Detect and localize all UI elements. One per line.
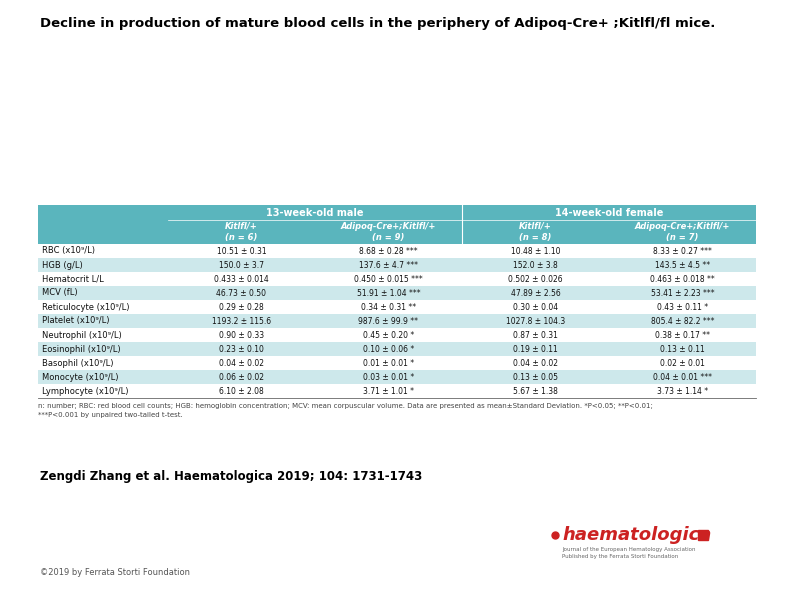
Bar [38,205,756,220]
Text: Monocyte (x10⁹/L): Monocyte (x10⁹/L) [42,372,118,381]
Text: Basophil (x10⁹/L): Basophil (x10⁹/L) [42,359,114,368]
Text: 0.29 ± 0.28: 0.29 ± 0.28 [219,302,264,312]
Text: MCV (fL): MCV (fL) [42,289,78,298]
Text: 10.51 ± 0.31: 10.51 ± 0.31 [217,246,266,255]
Text: n: number; RBC: red blood cell counts; HGB: hemoglobin concentration; MCV: mean : n: number; RBC: red blood cell counts; H… [38,403,653,418]
Text: 3.73 ± 1.14 *: 3.73 ± 1.14 * [657,387,708,396]
Text: 51.91 ± 1.04 ***: 51.91 ± 1.04 *** [357,289,420,298]
Text: 0.433 ± 0.014: 0.433 ± 0.014 [214,274,269,283]
Text: Adipoq-Cre+;Kitlfl/+
(n = 9): Adipoq-Cre+;Kitlfl/+ (n = 9) [341,222,436,242]
Text: 143.5 ± 4.5 **: 143.5 ± 4.5 ** [655,261,710,270]
Bar [38,314,756,328]
Text: 150.0 ± 3.7: 150.0 ± 3.7 [219,261,264,270]
Bar [38,356,756,370]
Text: 805.4 ± 82.2 ***: 805.4 ± 82.2 *** [651,317,715,325]
Bar [38,328,756,342]
Text: 1027.8 ± 104.3: 1027.8 ± 104.3 [506,317,565,325]
Text: 6.10 ± 2.08: 6.10 ± 2.08 [219,387,264,396]
Text: 3.71 ± 1.01 *: 3.71 ± 1.01 * [363,387,414,396]
Text: 8.68 ± 0.28 ***: 8.68 ± 0.28 *** [359,246,418,255]
Text: 0.04 ± 0.01 ***: 0.04 ± 0.01 *** [653,372,712,381]
Text: 0.450 ± 0.015 ***: 0.450 ± 0.015 *** [354,274,423,283]
Text: 0.23 ± 0.10: 0.23 ± 0.10 [219,345,264,353]
Text: ©2019 by Ferrata Storti Foundation: ©2019 by Ferrata Storti Foundation [40,568,190,577]
Text: 14-week-old female: 14-week-old female [555,208,663,218]
Text: 0.01 ± 0.01 *: 0.01 ± 0.01 * [363,359,414,368]
Text: 8.33 ± 0.27 ***: 8.33 ± 0.27 *** [653,246,712,255]
Text: Neutrophil (x10⁹/L): Neutrophil (x10⁹/L) [42,330,121,340]
Text: 0.45 ± 0.20 *: 0.45 ± 0.20 * [363,330,414,340]
Text: RBC (x10⁹/L): RBC (x10⁹/L) [42,246,95,255]
Text: 987.6 ± 99.9 **: 987.6 ± 99.9 ** [359,317,418,325]
Text: 0.13 ± 0.11: 0.13 ± 0.11 [660,345,705,353]
Text: 0.02 ± 0.01: 0.02 ± 0.01 [660,359,705,368]
Text: 0.03 ± 0.01 *: 0.03 ± 0.01 * [363,372,414,381]
Text: 0.10 ± 0.06 *: 0.10 ± 0.06 * [363,345,414,353]
Text: 0.43 ± 0.11 *: 0.43 ± 0.11 * [657,302,708,312]
Text: 137.6 ± 4.7 ***: 137.6 ± 4.7 *** [359,261,418,270]
Text: Kitlfl/+
(n = 8): Kitlfl/+ (n = 8) [519,222,552,242]
Text: 10.48 ± 1.10: 10.48 ± 1.10 [511,246,561,255]
Text: 13-week-old male: 13-week-old male [266,208,364,218]
Text: Lymphocyte (x10⁹/L): Lymphocyte (x10⁹/L) [42,387,129,396]
Bar [38,220,756,244]
Text: 46.73 ± 0.50: 46.73 ± 0.50 [217,289,267,298]
Bar [38,370,756,384]
Text: Platelet (x10⁹/L): Platelet (x10⁹/L) [42,317,110,325]
Text: Eosinophil (x10⁹/L): Eosinophil (x10⁹/L) [42,345,121,353]
Text: 0.502 ± 0.026: 0.502 ± 0.026 [508,274,563,283]
Text: 47.89 ± 2.56: 47.89 ± 2.56 [511,289,561,298]
Bar [38,342,756,356]
Text: Decline in production of mature blood cells in the periphery of Adipoq-Cre+ ;Kit: Decline in production of mature blood ce… [40,17,715,30]
Bar [38,258,756,272]
Text: Hematocrit L/L: Hematocrit L/L [42,274,104,283]
Text: 1193.2 ± 115.6: 1193.2 ± 115.6 [212,317,271,325]
Text: 0.90 ± 0.33: 0.90 ± 0.33 [219,330,264,340]
Text: 0.04 ± 0.02: 0.04 ± 0.02 [513,359,558,368]
Text: Kitlfl/+
(n = 6): Kitlfl/+ (n = 6) [225,222,258,242]
Text: 0.30 ± 0.04: 0.30 ± 0.04 [513,302,558,312]
Bar [38,244,756,258]
Bar [38,286,756,300]
Bar [38,384,756,398]
Text: 152.0 ± 3.8: 152.0 ± 3.8 [513,261,558,270]
Text: HGB (g/L): HGB (g/L) [42,261,83,270]
Text: 5.67 ± 1.38: 5.67 ± 1.38 [513,387,558,396]
Bar [38,300,756,314]
Bar [38,272,756,286]
Text: 0.38 ± 0.17 **: 0.38 ± 0.17 ** [655,330,710,340]
Text: Zengdi Zhang et al. Haematologica 2019; 104: 1731-1743: Zengdi Zhang et al. Haematologica 2019; … [40,470,422,483]
Text: Adipoq-Cre+;Kitlfl/+
(n = 7): Adipoq-Cre+;Kitlfl/+ (n = 7) [635,222,730,242]
Text: 0.04 ± 0.02: 0.04 ± 0.02 [219,359,264,368]
Text: haematologica: haematologica [562,526,711,544]
Text: 0.34 ± 0.31 **: 0.34 ± 0.31 ** [361,302,416,312]
Text: 53.41 ± 2.23 ***: 53.41 ± 2.23 *** [651,289,715,298]
Text: Reticulocyte (x10⁹/L): Reticulocyte (x10⁹/L) [42,302,129,312]
Text: 0.06 ± 0.02: 0.06 ± 0.02 [219,372,264,381]
Text: 0.87 ± 0.31: 0.87 ± 0.31 [513,330,558,340]
Text: 0.463 ± 0.018 **: 0.463 ± 0.018 ** [650,274,715,283]
Text: Journal of the European Hematology Association
Published by the Ferrata Storti F: Journal of the European Hematology Assoc… [562,547,696,559]
Text: 0.13 ± 0.05: 0.13 ± 0.05 [513,372,558,381]
Text: 0.19 ± 0.11: 0.19 ± 0.11 [513,345,558,353]
